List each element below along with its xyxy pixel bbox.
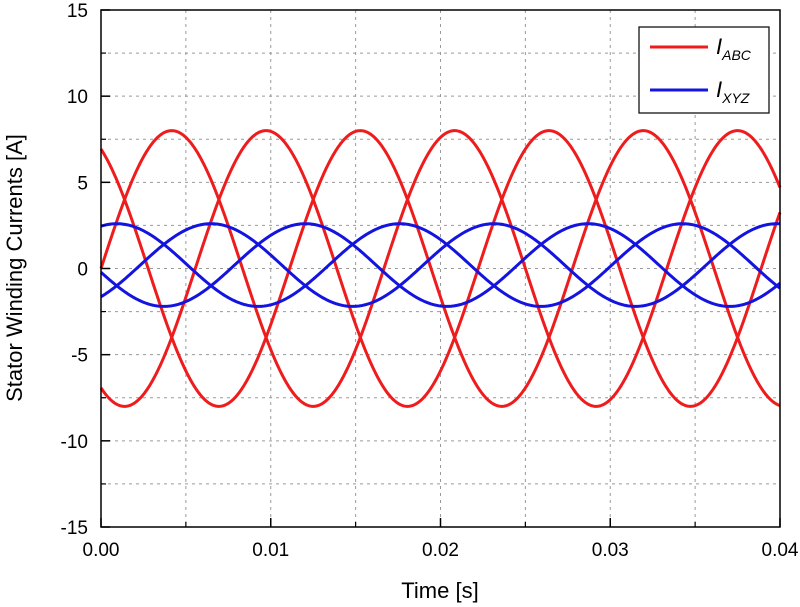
series-line-abc-0 (99, 129, 781, 408)
legend-box (638, 26, 770, 114)
y-tick-label: 15 (67, 1, 88, 22)
legend-label-xyz-main: I (716, 77, 722, 102)
y-tick-label: 5 (77, 173, 88, 194)
x-tick-label: 0.00 (83, 540, 120, 561)
x-axis-title: Time [s] (401, 578, 478, 603)
y-tick-label: -15 (61, 518, 88, 539)
series-line-xyz-3 (100, 222, 781, 308)
legend: IABC IXYZ (638, 26, 770, 114)
series-group (99, 129, 782, 408)
legend-label-abc: IABC (716, 34, 752, 63)
x-tick-label: 0.01 (252, 540, 289, 561)
legend-label-abc-sub: ABC (721, 47, 752, 63)
ticks (100, 9, 781, 528)
series-line-abc-1 (99, 129, 782, 408)
y-tick-label: -10 (61, 432, 88, 453)
y-axis-title: Stator Winding Currents [A] (2, 134, 27, 402)
x-tick-label: 0.03 (592, 540, 629, 561)
y-tick-label: -5 (71, 346, 88, 367)
tick-labels: 0.00 0.01 0.02 0.03 0.04 -15 -10 -5 0 5 10 15 (61, 1, 799, 561)
legend-label-xyz-sub: XYZ (721, 90, 750, 106)
x-tick-label: 0.02 (422, 540, 459, 561)
x-tick-label: 0.04 (762, 540, 799, 561)
y-tick-label: 10 (67, 87, 88, 108)
legend-label-abc-main: I (716, 34, 722, 59)
legend-label-xyz: IXYZ (716, 77, 750, 106)
y-tick-label: 0 (77, 260, 88, 281)
series-line-abc-2 (99, 129, 782, 408)
series-line-xyz-5 (99, 222, 781, 308)
series-line-xyz-4 (100, 222, 781, 308)
